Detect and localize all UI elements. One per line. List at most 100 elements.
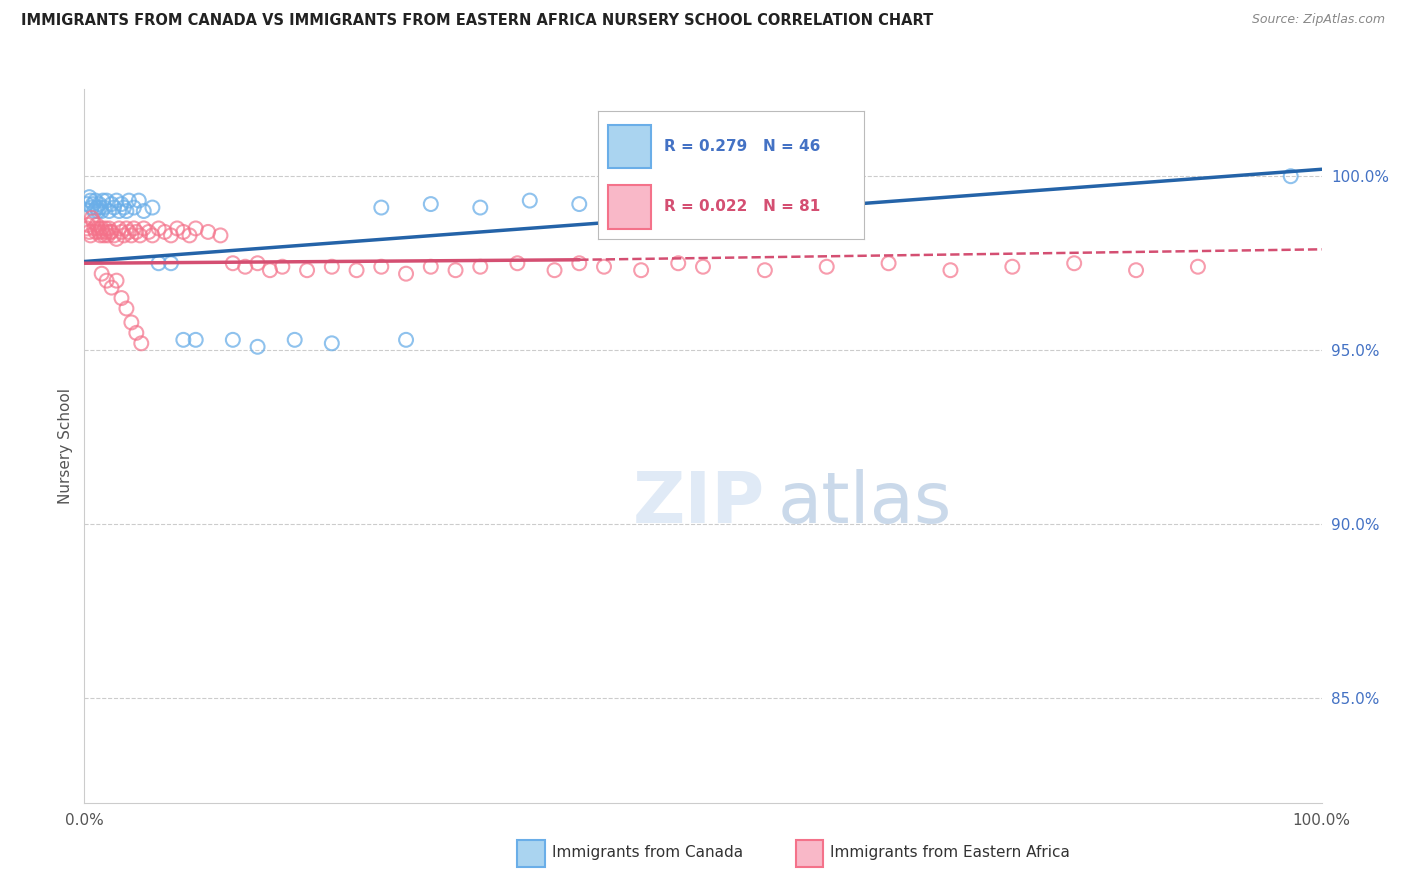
Point bbox=[184, 221, 207, 235]
Point bbox=[91, 225, 114, 239]
Point bbox=[617, 201, 640, 215]
Point bbox=[79, 225, 101, 239]
Point bbox=[125, 225, 148, 239]
Point bbox=[89, 225, 111, 239]
Point bbox=[82, 214, 104, 228]
Point bbox=[93, 201, 115, 215]
Point bbox=[112, 201, 135, 215]
Point bbox=[115, 221, 138, 235]
Point bbox=[89, 228, 111, 243]
Point bbox=[1125, 263, 1147, 277]
Point bbox=[138, 225, 160, 239]
Point bbox=[184, 333, 207, 347]
Point bbox=[110, 225, 132, 239]
Point bbox=[98, 221, 121, 235]
Text: Source: ZipAtlas.com: Source: ZipAtlas.com bbox=[1251, 13, 1385, 27]
Point bbox=[108, 221, 131, 235]
Point bbox=[86, 201, 108, 215]
Point bbox=[666, 256, 689, 270]
Point bbox=[1063, 256, 1085, 270]
Point bbox=[593, 260, 616, 274]
Point bbox=[90, 221, 112, 235]
Point bbox=[166, 221, 188, 235]
Point bbox=[160, 228, 183, 243]
Text: IMMIGRANTS FROM CANADA VS IMMIGRANTS FROM EASTERN AFRICA NURSERY SCHOOL CORRELAT: IMMIGRANTS FROM CANADA VS IMMIGRANTS FRO… bbox=[21, 13, 934, 29]
Point bbox=[754, 263, 776, 277]
Point bbox=[96, 225, 118, 239]
Point bbox=[395, 267, 418, 281]
Point bbox=[395, 333, 418, 347]
Point bbox=[91, 194, 114, 208]
Point bbox=[419, 260, 441, 274]
Point bbox=[87, 204, 110, 219]
Point bbox=[86, 218, 108, 232]
Point bbox=[321, 336, 343, 351]
Point bbox=[246, 256, 269, 270]
Point bbox=[692, 260, 714, 274]
Point bbox=[82, 197, 104, 211]
Point bbox=[98, 204, 121, 219]
Point bbox=[630, 263, 652, 277]
Point bbox=[197, 225, 219, 239]
Point bbox=[346, 263, 368, 277]
Point bbox=[1187, 260, 1209, 274]
Point bbox=[97, 228, 120, 243]
Point bbox=[877, 256, 900, 270]
Point bbox=[105, 274, 128, 288]
Point bbox=[506, 256, 529, 270]
Point bbox=[105, 194, 128, 208]
Point bbox=[1279, 169, 1302, 184]
Point bbox=[754, 201, 776, 215]
Point bbox=[259, 263, 281, 277]
Point bbox=[87, 221, 110, 235]
Text: Immigrants from Eastern Africa: Immigrants from Eastern Africa bbox=[831, 846, 1070, 860]
Point bbox=[419, 197, 441, 211]
Point bbox=[122, 221, 145, 235]
Text: ZIP: ZIP bbox=[633, 468, 765, 538]
Point bbox=[83, 204, 105, 219]
Point bbox=[815, 260, 838, 274]
Point bbox=[209, 228, 232, 243]
Point bbox=[115, 204, 138, 219]
Point bbox=[83, 221, 105, 235]
Point bbox=[666, 194, 689, 208]
FancyBboxPatch shape bbox=[517, 840, 544, 867]
Point bbox=[172, 225, 194, 239]
Point bbox=[76, 221, 98, 235]
Point bbox=[370, 260, 392, 274]
Point bbox=[321, 260, 343, 274]
Point bbox=[470, 260, 492, 274]
Point bbox=[568, 256, 591, 270]
Point bbox=[246, 340, 269, 354]
Point bbox=[120, 228, 142, 243]
Point bbox=[118, 194, 141, 208]
Point bbox=[160, 256, 183, 270]
Point bbox=[148, 221, 170, 235]
Point bbox=[129, 336, 152, 351]
Point bbox=[103, 201, 125, 215]
Point bbox=[80, 211, 103, 225]
Point bbox=[77, 218, 100, 232]
Point bbox=[295, 263, 318, 277]
Point bbox=[80, 201, 103, 215]
Point bbox=[84, 225, 107, 239]
Point bbox=[470, 201, 492, 215]
Y-axis label: Nursery School: Nursery School bbox=[58, 388, 73, 504]
Point bbox=[79, 190, 101, 204]
Point bbox=[93, 228, 115, 243]
Point bbox=[103, 228, 125, 243]
Point bbox=[89, 197, 111, 211]
Point bbox=[148, 256, 170, 270]
Point bbox=[543, 263, 565, 277]
Point bbox=[108, 204, 131, 219]
Point bbox=[100, 280, 122, 294]
Point bbox=[115, 301, 138, 316]
Point bbox=[110, 197, 132, 211]
Point bbox=[132, 221, 155, 235]
Point bbox=[222, 333, 245, 347]
Point bbox=[568, 197, 591, 211]
Point bbox=[84, 194, 107, 208]
Text: Immigrants from Canada: Immigrants from Canada bbox=[553, 846, 744, 860]
Point bbox=[94, 221, 117, 235]
Point bbox=[98, 225, 121, 239]
